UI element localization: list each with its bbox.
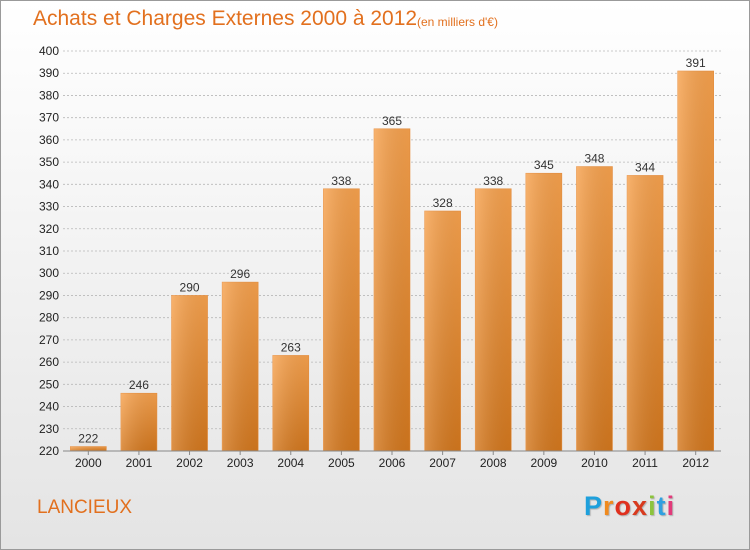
y-tick-label: 310 [39,244,59,258]
y-tick-label: 360 [39,133,59,147]
data-label-2006: 365 [382,114,402,128]
city-name: LANCIEUX [37,497,133,518]
bar-shade-2004 [272,355,309,451]
data-label-2012: 391 [686,56,706,70]
bar-shade-2009 [525,173,562,451]
bar-shade-2008 [475,188,512,451]
y-tick-label: 400 [39,44,59,58]
y-tick-label: 250 [39,377,59,391]
bar-shade-2010 [576,166,613,452]
bar-shade-2002 [171,295,208,451]
y-tick-label: 370 [39,111,59,125]
x-tick-label-2008: 2008 [480,456,507,470]
y-tick-label: 280 [39,311,59,325]
y-tick-label: 300 [39,266,59,280]
x-tick-label-2012: 2012 [682,456,709,470]
y-tick-label: 340 [39,177,59,191]
chart-title: Achats et Charges Externes 2000 à 2012 [33,7,418,30]
chart-subtitle: (en milliers d'€) [417,15,498,29]
x-tick-label-2009: 2009 [530,456,557,470]
bar-shade-2003 [222,282,259,451]
x-tick-label-2003: 2003 [227,456,254,470]
data-label-2000: 222 [78,432,98,446]
bar-shade-2005 [323,188,360,451]
y-tick-label: 220 [39,444,59,458]
x-tick-label-2006: 2006 [379,456,406,470]
proxiti-logo: Proxiti [584,491,676,521]
data-label-2003: 296 [230,267,250,281]
x-tick-label-2011: 2011 [632,456,658,470]
data-label-2001: 246 [129,378,149,392]
x-tick-label-2007: 2007 [429,456,456,470]
x-tick-label-2001: 2001 [126,456,153,470]
x-tick-label-2004: 2004 [277,456,304,470]
bar-shade-2000 [70,446,107,451]
y-tick-label: 380 [39,88,59,102]
y-tick-label: 260 [39,355,59,369]
data-label-2005: 338 [331,174,351,188]
y-tick-label: 390 [39,66,59,80]
y-tick-label: 240 [39,400,59,414]
data-label-2009: 345 [534,158,554,172]
y-tick-label: 330 [39,200,59,214]
bar-shade-2011 [627,175,664,451]
bar-shade-2012 [677,71,714,451]
x-tick-label-2010: 2010 [581,456,608,470]
y-tick-label: 350 [39,155,59,169]
bar-shade-2007 [424,211,461,451]
data-label-2008: 338 [483,174,503,188]
bar-shade-2001 [120,393,157,451]
data-label-2004: 263 [281,340,301,354]
y-tick-label: 270 [39,333,59,347]
y-tick-label: 290 [39,288,59,302]
data-label-2007: 328 [433,196,453,210]
data-label-2010: 348 [584,152,604,166]
x-tick-label-2005: 2005 [328,456,355,470]
y-tick-label: 320 [39,222,59,236]
data-label-2002: 290 [180,280,200,294]
y-tick-label: 230 [39,422,59,436]
data-label-2011: 344 [635,160,655,174]
x-tick-label-2000: 2000 [75,456,102,470]
x-tick-label-2002: 2002 [176,456,203,470]
bar-shade-2006 [374,128,410,451]
